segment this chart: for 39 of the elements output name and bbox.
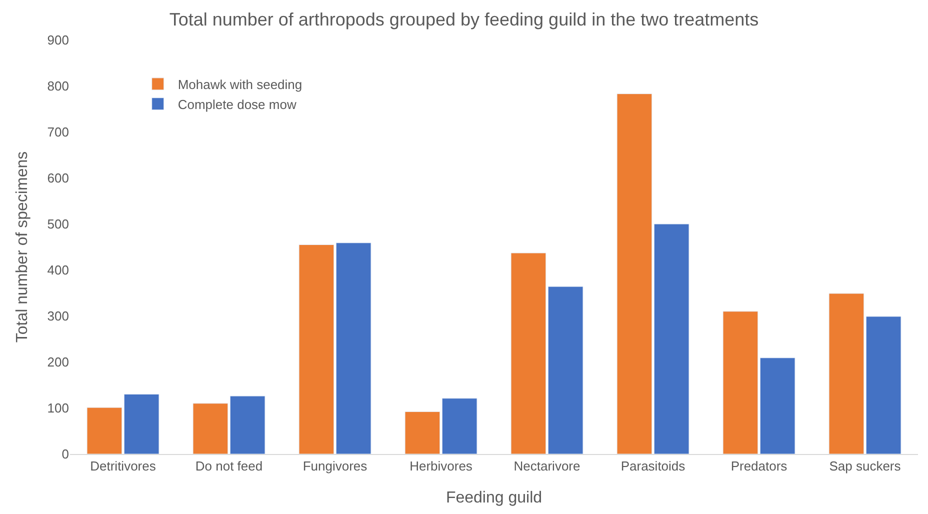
bar: [442, 398, 478, 454]
bar: [828, 293, 864, 454]
bar: [336, 242, 372, 454]
y-tick-label: 500: [47, 216, 69, 232]
bar: [230, 396, 266, 454]
y-tick-label: 800: [47, 78, 69, 94]
bar: [124, 394, 160, 454]
x-tick-label: Parasitoids: [620, 458, 686, 474]
y-tick-label: 400: [47, 262, 69, 278]
x-tick-label: Fungivores: [302, 458, 368, 474]
y-axis-title: Total number of specimens: [14, 151, 32, 343]
bar: [722, 311, 758, 454]
x-axis-title: Feeding guild: [446, 489, 542, 506]
x-tick-label: Sap suckers: [829, 458, 902, 474]
x-tick-label: Predators: [730, 458, 788, 474]
y-tick-label: 900: [47, 32, 69, 48]
x-tick-label: Herbivores: [410, 458, 473, 474]
y-tick-label: 200: [47, 354, 69, 370]
y-tick-label: 0: [62, 446, 69, 462]
bar: [298, 244, 334, 454]
bar: [86, 407, 122, 454]
bar: [654, 224, 690, 454]
x-tick-label: Nectarivore: [514, 458, 580, 474]
legend-label: Mohawk with seeding: [178, 77, 302, 92]
x-tick-label: Detritivores: [90, 458, 156, 474]
y-tick-label: 100: [47, 400, 69, 416]
bar: [616, 94, 652, 454]
y-tick-label: 300: [47, 308, 69, 324]
bar: [548, 286, 584, 454]
bar: [760, 358, 796, 454]
bar: [510, 252, 546, 454]
y-tick-label: 600: [47, 170, 69, 186]
chart-title: Total number of arthropods grouped by feeding guild in the two treatments: [169, 9, 759, 30]
legend-label: Complete dose mow: [178, 96, 297, 112]
bar: [866, 316, 902, 454]
bar: [404, 411, 440, 454]
y-tick-label: 700: [47, 124, 69, 140]
bar: [192, 403, 228, 454]
x-tick-label: Do not feed: [195, 458, 263, 474]
